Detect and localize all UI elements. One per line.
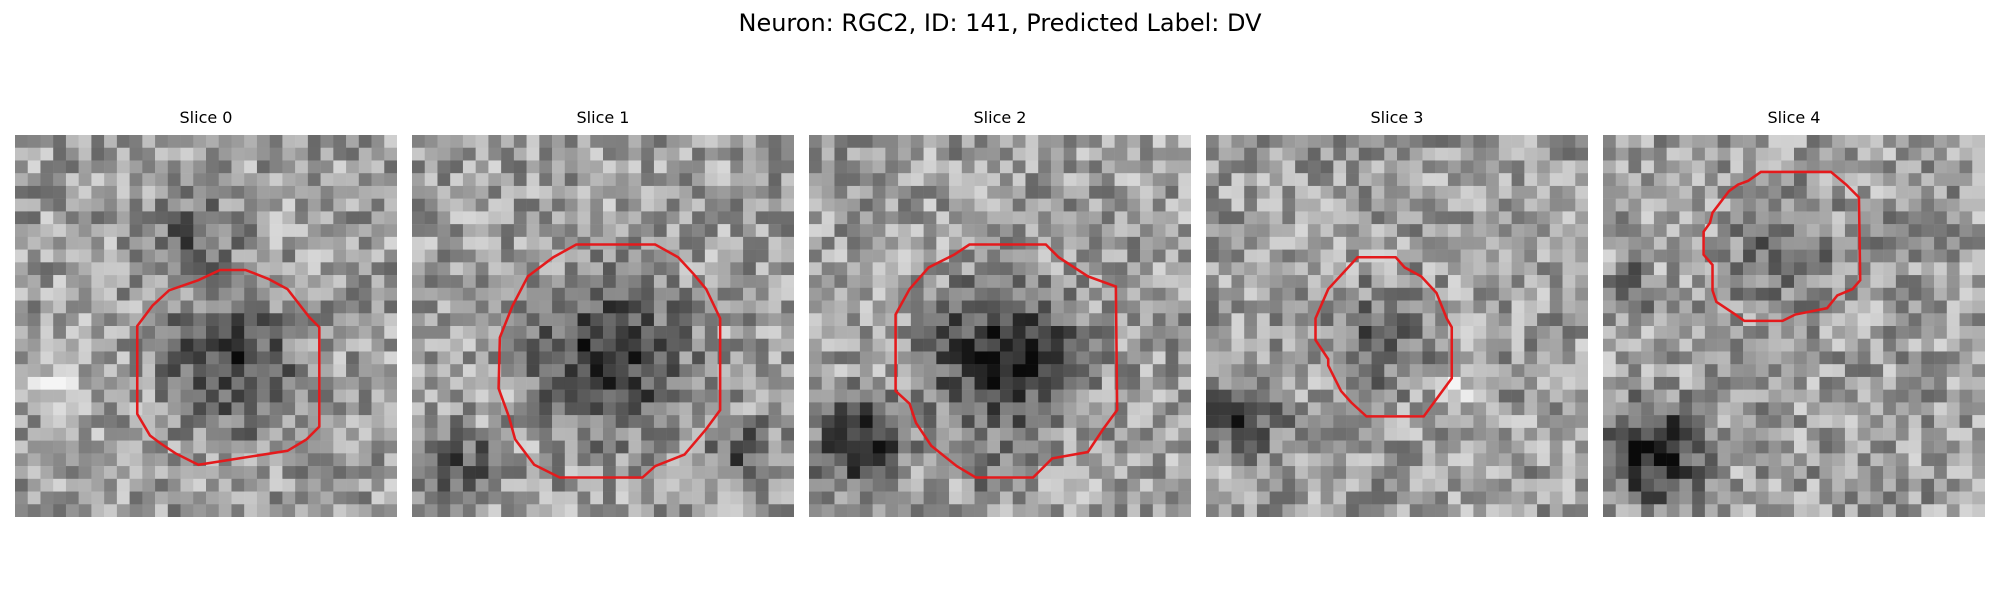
slice-title: Slice 3 — [1370, 108, 1424, 127]
slice-image — [1206, 135, 1588, 517]
microscopy-pixels — [1603, 135, 1985, 517]
microscopy-pixels — [1206, 135, 1588, 517]
slice-panel-1: Slice 1 — [412, 108, 794, 517]
slice-title: Slice 0 — [179, 108, 233, 127]
slice-image — [15, 135, 397, 517]
slice-title: Slice 4 — [1767, 108, 1821, 127]
slice-title: Slice 2 — [973, 108, 1027, 127]
figure-title: Neuron: RGC2, ID: 141, Predicted Label: … — [738, 9, 1262, 37]
microscopy-pixels — [15, 135, 397, 517]
slice-title: Slice 1 — [576, 108, 630, 127]
slice-panel-2: Slice 2 — [809, 108, 1191, 517]
cell-contour — [1314, 255, 1454, 418]
slice-panel-3: Slice 3 — [1206, 108, 1588, 517]
microscopy-pixels — [809, 135, 1191, 517]
slice-image — [412, 135, 794, 517]
cell-contour — [1702, 170, 1862, 323]
slice-panel-4: Slice 4 — [1603, 108, 1985, 517]
slice-image — [809, 135, 1191, 517]
cell-contour — [894, 243, 1119, 479]
microscopy-pixels — [412, 135, 794, 517]
slice-image — [1603, 135, 1985, 517]
cell-contour — [497, 243, 722, 479]
cell-contour — [135, 268, 321, 467]
slice-panel-0: Slice 0 — [15, 108, 397, 517]
